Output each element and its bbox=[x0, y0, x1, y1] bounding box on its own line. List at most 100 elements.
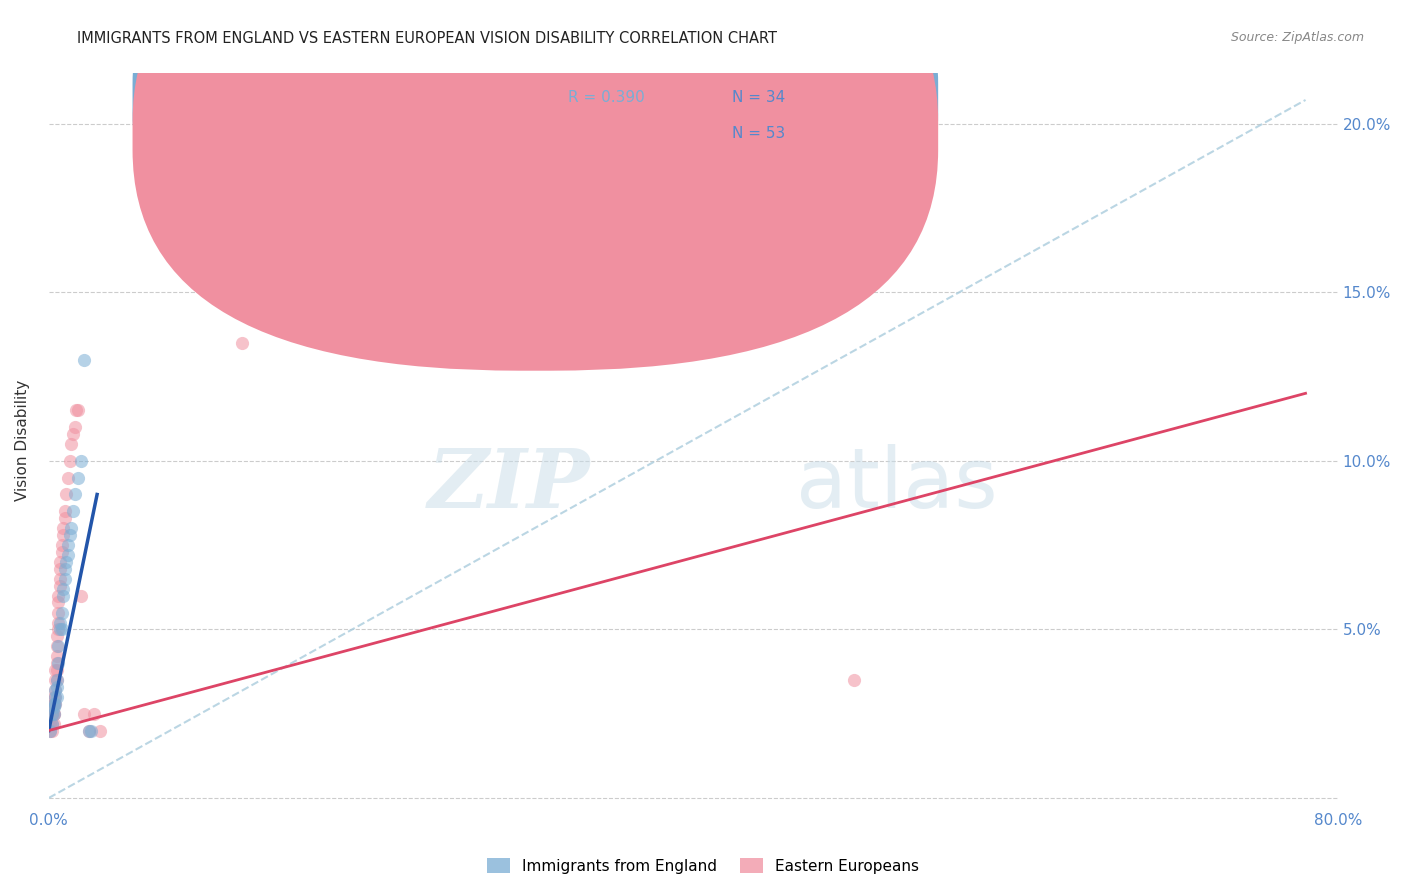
Point bbox=[48, 623, 70, 637]
Point bbox=[42, 716, 65, 731]
Legend: Immigrants from England, Eastern Europeans: Immigrants from England, Eastern Europea… bbox=[481, 852, 925, 880]
Point bbox=[48, 639, 70, 653]
Point bbox=[42, 706, 65, 721]
FancyBboxPatch shape bbox=[132, 0, 938, 371]
Point bbox=[45, 690, 67, 704]
Point bbox=[41, 716, 63, 731]
Point bbox=[52, 528, 75, 542]
Point bbox=[44, 697, 66, 711]
Point bbox=[41, 706, 63, 721]
Point bbox=[45, 673, 67, 687]
Point bbox=[44, 690, 66, 704]
Point bbox=[45, 680, 67, 694]
Point bbox=[56, 548, 79, 562]
Point bbox=[51, 623, 73, 637]
Point bbox=[48, 595, 70, 609]
Point bbox=[42, 706, 65, 721]
Point bbox=[53, 572, 76, 586]
Point bbox=[42, 697, 65, 711]
Point bbox=[66, 470, 89, 484]
Point bbox=[63, 420, 86, 434]
Text: Source: ZipAtlas.com: Source: ZipAtlas.com bbox=[1230, 31, 1364, 45]
Y-axis label: Vision Disability: Vision Disability bbox=[15, 380, 30, 501]
Point bbox=[41, 723, 63, 738]
Point bbox=[63, 487, 86, 501]
Text: IMMIGRANTS FROM ENGLAND VS EASTERN EUROPEAN VISION DISABILITY CORRELATION CHART: IMMIGRANTS FROM ENGLAND VS EASTERN EUROP… bbox=[77, 31, 778, 46]
Point bbox=[89, 723, 111, 738]
Point bbox=[60, 521, 83, 535]
Point bbox=[53, 562, 76, 576]
Point bbox=[48, 656, 70, 670]
Point bbox=[39, 723, 62, 738]
Point bbox=[45, 629, 67, 643]
Point bbox=[44, 663, 66, 677]
Point bbox=[53, 504, 76, 518]
Point bbox=[77, 723, 100, 738]
Point bbox=[49, 615, 72, 630]
Point bbox=[59, 528, 82, 542]
Point bbox=[44, 683, 66, 698]
Point bbox=[49, 555, 72, 569]
Point bbox=[79, 723, 101, 738]
Point bbox=[49, 572, 72, 586]
Text: N = 53: N = 53 bbox=[733, 127, 785, 142]
Point bbox=[45, 639, 67, 653]
Point bbox=[44, 683, 66, 698]
Point bbox=[56, 470, 79, 484]
Point bbox=[62, 504, 84, 518]
Point bbox=[44, 673, 66, 687]
Point bbox=[73, 706, 96, 721]
Point bbox=[45, 656, 67, 670]
Point bbox=[48, 615, 70, 630]
Point bbox=[52, 582, 75, 596]
Point bbox=[45, 673, 67, 687]
Point bbox=[70, 454, 93, 468]
Point bbox=[844, 673, 866, 687]
Text: R = 0.408: R = 0.408 bbox=[568, 127, 645, 142]
Point bbox=[41, 706, 63, 721]
Point bbox=[41, 706, 63, 721]
Point bbox=[56, 538, 79, 552]
Point bbox=[55, 555, 77, 569]
Point bbox=[49, 578, 72, 592]
Point bbox=[45, 663, 67, 677]
Point bbox=[42, 706, 65, 721]
Point bbox=[39, 716, 62, 731]
Point bbox=[48, 606, 70, 620]
Point bbox=[42, 690, 65, 704]
Point bbox=[44, 690, 66, 704]
Point bbox=[41, 716, 63, 731]
Text: N = 34: N = 34 bbox=[733, 90, 785, 104]
Point bbox=[45, 649, 67, 664]
Point bbox=[59, 454, 82, 468]
Point bbox=[65, 403, 87, 417]
Point bbox=[60, 437, 83, 451]
Point bbox=[51, 545, 73, 559]
Point bbox=[52, 589, 75, 603]
Point bbox=[53, 511, 76, 525]
Point bbox=[73, 352, 96, 367]
Point bbox=[55, 487, 77, 501]
Point bbox=[49, 562, 72, 576]
Point bbox=[49, 623, 72, 637]
Text: ZIP: ZIP bbox=[427, 444, 591, 524]
Text: atlas: atlas bbox=[796, 444, 998, 525]
Point bbox=[66, 403, 89, 417]
FancyBboxPatch shape bbox=[494, 70, 893, 169]
Text: R = 0.390: R = 0.390 bbox=[568, 90, 645, 104]
Point bbox=[48, 589, 70, 603]
Point bbox=[77, 723, 100, 738]
Point bbox=[62, 426, 84, 441]
Point bbox=[231, 335, 253, 350]
Point bbox=[83, 706, 105, 721]
Point bbox=[42, 700, 65, 714]
Point bbox=[42, 697, 65, 711]
Point bbox=[51, 606, 73, 620]
Point bbox=[42, 697, 65, 711]
Point bbox=[52, 521, 75, 535]
Point bbox=[70, 589, 93, 603]
FancyBboxPatch shape bbox=[132, 0, 938, 334]
Point bbox=[44, 697, 66, 711]
Point bbox=[39, 723, 62, 738]
Point bbox=[51, 538, 73, 552]
